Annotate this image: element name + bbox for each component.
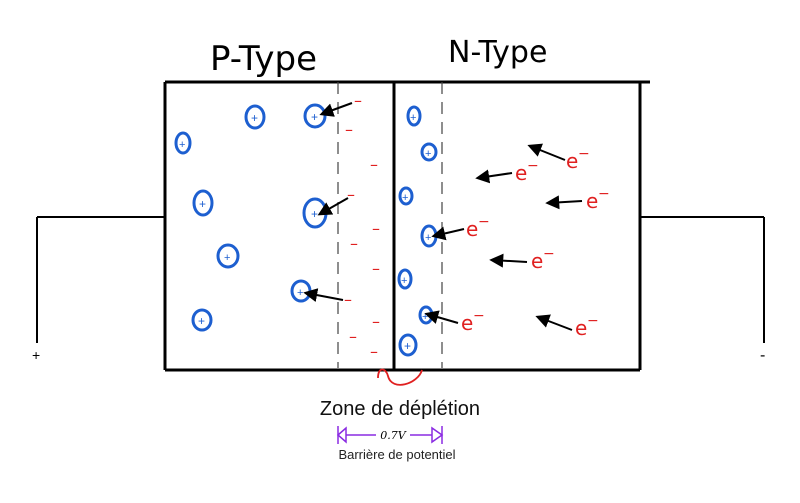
- svg-text:−: −: [587, 313, 599, 329]
- hole: +: [398, 186, 414, 206]
- svg-text:−: −: [598, 186, 610, 202]
- electron: e −: [566, 146, 590, 173]
- svg-text:+: +: [297, 287, 303, 299]
- svg-text:+: +: [410, 112, 416, 124]
- svg-text:+: +: [179, 139, 185, 151]
- arrow: [424, 310, 459, 324]
- electron: e −: [586, 186, 610, 213]
- hole: +: [420, 224, 438, 248]
- arrow: [545, 195, 583, 210]
- arrow: [535, 314, 573, 331]
- svg-text:+: +: [422, 311, 428, 323]
- hole: +: [420, 142, 438, 162]
- negative-ion: –: [372, 219, 380, 238]
- arrow: [489, 253, 528, 268]
- negative-ion: –: [349, 327, 357, 346]
- negative-ion: –: [372, 312, 380, 331]
- negative-ion: –: [350, 234, 358, 253]
- hole: +: [244, 104, 266, 130]
- svg-text:−: −: [478, 214, 490, 230]
- svg-text:+: +: [199, 197, 206, 211]
- hole: +: [398, 333, 418, 357]
- svg-text:+: +: [402, 192, 408, 204]
- hole: +: [303, 103, 327, 129]
- arrow: [319, 102, 353, 117]
- svg-text:e: e: [466, 217, 478, 241]
- negative-ion: –: [370, 342, 378, 361]
- arrow: [475, 169, 513, 184]
- plus-terminal-label: +: [32, 347, 40, 363]
- svg-text:+: +: [311, 207, 318, 221]
- svg-text:e: e: [566, 149, 578, 173]
- svg-text:e: e: [531, 249, 543, 273]
- svg-text:+: +: [401, 275, 407, 287]
- depletion-zone-marker: [377, 368, 423, 386]
- electron: e −: [531, 246, 555, 273]
- negative-ions: – – – – – – – – – – –: [344, 91, 380, 361]
- motion-arrows: [303, 102, 583, 331]
- barrier-voltage: 0.7V: [380, 429, 406, 442]
- junction-block: [163, 80, 650, 372]
- svg-text:e: e: [461, 311, 473, 335]
- svg-text:+: +: [198, 314, 205, 328]
- electron: e −: [515, 158, 539, 185]
- barrier-label: Barrière de potentiel: [338, 447, 455, 462]
- negative-ion: –: [345, 120, 353, 139]
- svg-text:+: +: [251, 111, 258, 125]
- negative-ion: –: [344, 290, 352, 309]
- holes: + + + + + + + + + + + + + + +: [174, 103, 438, 357]
- negative-ion: –: [370, 155, 378, 174]
- negative-ion: –: [354, 91, 362, 110]
- svg-text:+: +: [425, 148, 431, 160]
- svg-text:−: −: [543, 246, 555, 262]
- electrons: e − e − e − e − e − e − e −: [461, 146, 610, 340]
- svg-text:−: −: [527, 158, 539, 174]
- arrow: [317, 197, 349, 216]
- depletion-zone-label: Zone de déplétion: [320, 398, 480, 420]
- hole: +: [192, 189, 214, 217]
- hole: +: [397, 268, 413, 290]
- arrow: [527, 143, 566, 161]
- hole: +: [216, 243, 240, 269]
- svg-text:e: e: [515, 161, 527, 185]
- arrow: [303, 288, 344, 302]
- electron: e −: [466, 214, 490, 241]
- negative-ion: –: [372, 259, 380, 278]
- terminal-wire-left: [36, 216, 165, 343]
- svg-text:e: e: [575, 316, 587, 340]
- electron: e −: [461, 308, 485, 335]
- svg-text:e: e: [586, 189, 598, 213]
- hole: +: [406, 105, 422, 127]
- n-type-title: N-Type: [448, 35, 547, 70]
- svg-text:+: +: [224, 252, 230, 264]
- minus-terminal-label: -: [760, 347, 765, 364]
- arrow: [431, 226, 465, 241]
- potential-barrier: [336, 426, 444, 444]
- negative-ion: –: [347, 185, 355, 204]
- svg-text:+: +: [425, 232, 431, 244]
- electron: e −: [575, 313, 599, 340]
- hole: +: [191, 308, 213, 332]
- hole: +: [174, 131, 192, 155]
- terminal-wire-right: [640, 216, 765, 343]
- svg-text:+: +: [311, 110, 318, 124]
- hole: +: [290, 279, 312, 303]
- svg-text:+: +: [404, 339, 411, 353]
- svg-text:−: −: [473, 308, 485, 324]
- svg-text:−: −: [578, 146, 590, 162]
- p-type-title: P-Type: [210, 39, 317, 79]
